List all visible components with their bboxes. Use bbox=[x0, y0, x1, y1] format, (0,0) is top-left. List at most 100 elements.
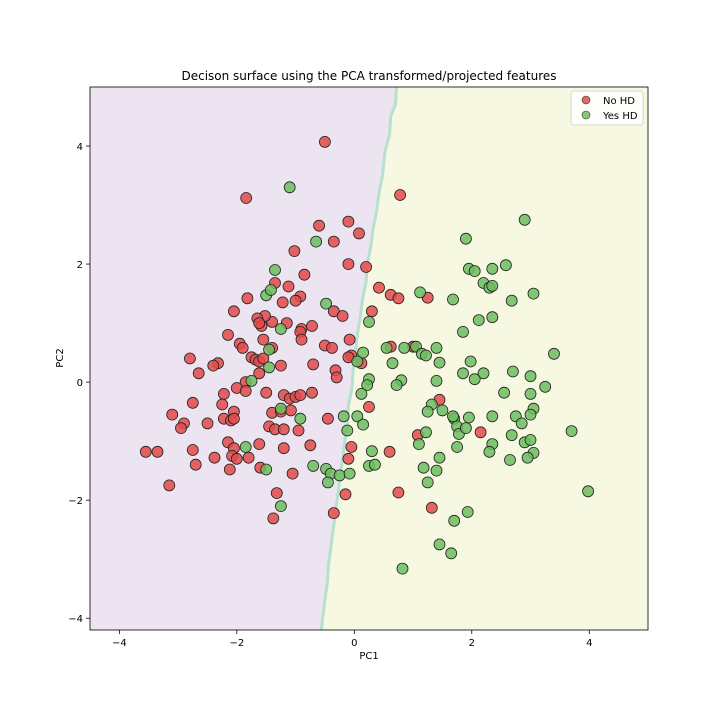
point-no-hd bbox=[223, 463, 236, 476]
point-no-hd bbox=[327, 507, 340, 519]
point-yes-hd bbox=[433, 451, 446, 464]
point-no-hd bbox=[260, 386, 273, 399]
point-no-hd bbox=[274, 359, 287, 372]
point-yes-hd bbox=[421, 476, 434, 489]
point-no-hd bbox=[186, 444, 199, 456]
point-yes-hd bbox=[486, 311, 499, 324]
x-axis-ticks: −4 −2 0 2 4 bbox=[112, 630, 592, 649]
point-no-hd bbox=[242, 451, 255, 464]
point-yes-hd bbox=[239, 441, 252, 453]
plot-frame bbox=[89, 86, 649, 631]
point-yes-hd bbox=[433, 356, 446, 369]
point-no-hd bbox=[284, 404, 297, 417]
point-yes-hd bbox=[486, 279, 499, 292]
point-yes-hd bbox=[477, 367, 490, 380]
point-yes-hd bbox=[321, 476, 334, 489]
point-yes-hd bbox=[417, 461, 430, 474]
point-no-hd bbox=[425, 501, 438, 514]
x-tick-label: −4 bbox=[112, 638, 127, 649]
point-yes-hd bbox=[337, 410, 350, 423]
point-yes-hd bbox=[468, 265, 481, 278]
point-no-hd bbox=[392, 486, 405, 499]
point-no-hd bbox=[306, 386, 318, 399]
point-yes-hd bbox=[333, 469, 346, 482]
point-no-hd bbox=[304, 439, 317, 452]
point-no-hd bbox=[253, 438, 266, 451]
y-tick-label: −4 bbox=[68, 614, 83, 625]
point-yes-hd bbox=[515, 417, 528, 430]
point-no-hd bbox=[192, 367, 205, 380]
point-no-hd bbox=[286, 467, 299, 480]
point-yes-hd bbox=[260, 463, 273, 476]
point-yes-hd bbox=[245, 374, 258, 387]
point-yes-hd bbox=[499, 259, 512, 272]
point-yes-hd bbox=[447, 410, 459, 423]
point-no-hd bbox=[318, 135, 331, 148]
point-no-hd bbox=[474, 426, 487, 439]
point-yes-hd bbox=[421, 405, 434, 418]
x-tick-label: 2 bbox=[469, 638, 475, 649]
point-yes-hd bbox=[357, 346, 370, 359]
decision-regions bbox=[90, 87, 648, 630]
point-yes-hd bbox=[294, 412, 307, 425]
point-yes-hd bbox=[565, 425, 578, 438]
point-yes-hd bbox=[430, 374, 443, 387]
point-no-hd bbox=[326, 341, 338, 354]
point-yes-hd bbox=[486, 262, 499, 275]
point-yes-hd bbox=[386, 357, 399, 370]
point-yes-hd bbox=[263, 343, 276, 356]
chart-title: Decison surface using the PCA transforme… bbox=[181, 69, 556, 83]
point-yes-hd bbox=[283, 181, 296, 194]
point-no-hd bbox=[270, 487, 283, 500]
point-no-hd bbox=[241, 292, 254, 305]
point-no-hd bbox=[240, 192, 253, 204]
point-yes-hd bbox=[433, 538, 446, 551]
point-yes-hd bbox=[527, 287, 540, 300]
point-no-hd bbox=[282, 280, 295, 293]
point-yes-hd bbox=[264, 284, 277, 296]
point-no-hd bbox=[183, 352, 196, 365]
point-yes-hd bbox=[390, 379, 403, 392]
point-yes-hd bbox=[420, 349, 432, 362]
point-yes-hd bbox=[457, 325, 469, 338]
point-yes-hd bbox=[368, 458, 381, 471]
point-no-hd bbox=[253, 317, 266, 330]
legend-marker-yes-hd bbox=[581, 110, 591, 120]
legend-label-no-hd: No HD bbox=[603, 96, 635, 107]
point-no-hd bbox=[276, 296, 289, 309]
point-yes-hd bbox=[274, 323, 287, 335]
point-yes-hd bbox=[274, 402, 287, 415]
point-no-hd bbox=[360, 261, 373, 273]
point-no-hd bbox=[253, 367, 266, 380]
point-yes-hd bbox=[486, 410, 499, 423]
point-yes-hd bbox=[307, 459, 320, 472]
point-no-hd bbox=[342, 215, 355, 228]
point-yes-hd bbox=[539, 380, 552, 393]
x-axis-label: PC1 bbox=[359, 651, 378, 662]
point-yes-hd bbox=[505, 429, 518, 442]
point-no-hd bbox=[217, 387, 230, 400]
point-no-hd bbox=[230, 452, 243, 465]
point-yes-hd bbox=[420, 426, 432, 439]
point-yes-hd bbox=[464, 355, 477, 368]
point-no-hd bbox=[163, 479, 176, 492]
point-no-hd bbox=[216, 398, 229, 411]
point-yes-hd bbox=[459, 232, 472, 245]
point-no-hd bbox=[257, 352, 270, 365]
point-yes-hd bbox=[414, 286, 427, 299]
point-yes-hd bbox=[462, 411, 475, 424]
point-yes-hd bbox=[343, 467, 356, 480]
legend: No HD Yes HD bbox=[570, 90, 644, 126]
point-yes-hd bbox=[398, 341, 411, 354]
y-axis-ticks: −4 −2 0 2 4 bbox=[68, 142, 90, 625]
point-no-hd bbox=[139, 445, 152, 458]
point-yes-hd bbox=[548, 347, 560, 360]
point-yes-hd bbox=[351, 355, 364, 368]
point-yes-hd bbox=[459, 422, 472, 435]
point-no-hd bbox=[292, 424, 305, 437]
point-yes-hd bbox=[451, 441, 464, 453]
point-no-hd bbox=[151, 445, 164, 458]
point-no-hd bbox=[327, 235, 340, 248]
point-yes-hd bbox=[461, 506, 474, 518]
